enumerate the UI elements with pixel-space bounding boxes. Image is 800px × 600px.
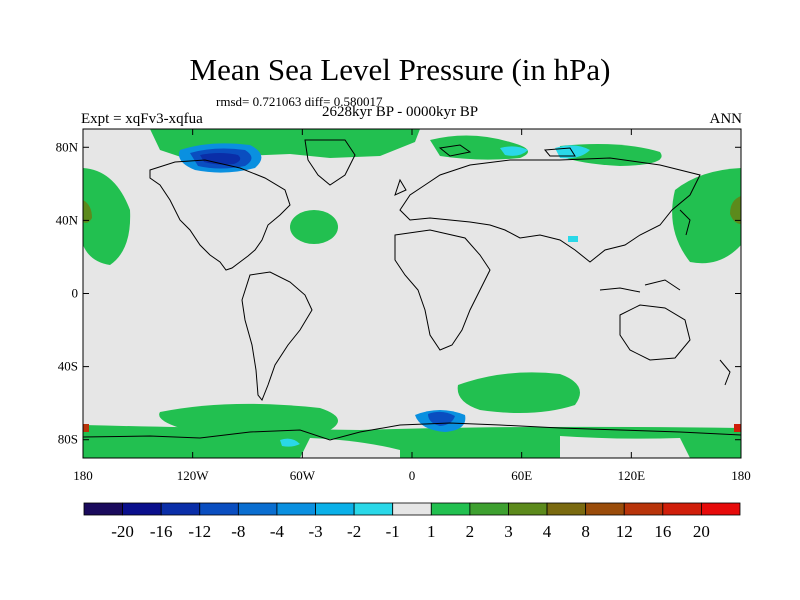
colorbar-swatch xyxy=(122,502,162,516)
lon-tick-label: 0 xyxy=(409,468,416,483)
colorbar-swatch xyxy=(315,502,355,516)
stats-text: rmsd= 0.721063 diff= 0.580017 xyxy=(216,94,383,109)
colorbar-label: -12 xyxy=(188,522,211,541)
colorbar-swatch xyxy=(199,502,239,516)
uk-coast xyxy=(394,178,407,196)
dateline-red-spot xyxy=(734,424,741,432)
colorbar-swatch xyxy=(701,502,741,516)
south-pacific-high xyxy=(159,403,338,434)
colorbar-label: 8 xyxy=(581,522,590,541)
antarctic-gap xyxy=(300,438,400,458)
greenland-coast xyxy=(304,139,356,186)
season-label: ANN xyxy=(709,111,743,127)
lat-tick-label: 40S xyxy=(58,359,78,374)
north-america-coast xyxy=(149,159,291,271)
colorbar-swatch xyxy=(83,502,123,516)
map-background xyxy=(83,129,741,458)
australia-coast xyxy=(619,304,691,361)
colorbar-swatch xyxy=(469,502,509,516)
colorbar-swatch xyxy=(585,502,625,516)
colorbar-swatch xyxy=(160,502,201,516)
latitude-axis: 80N 40N 0 40S 80S xyxy=(56,139,741,447)
lon-tick-label: 180 xyxy=(731,468,751,483)
north-atlantic-high xyxy=(290,210,338,244)
coastlines xyxy=(83,139,741,441)
colorbar-swatch xyxy=(546,502,587,516)
weddell-low-core xyxy=(428,411,455,426)
north-pacific-core-east xyxy=(730,196,741,224)
north-pacific-high-east xyxy=(672,168,741,264)
antarctic-gap-east xyxy=(560,436,690,458)
eurasia-coast xyxy=(399,157,701,263)
map-title: Mean Sea Level Pressure (in hPa) xyxy=(189,52,611,87)
indonesia-coast xyxy=(599,287,641,293)
colorbar: -20 -16 -12 -8 -4 -3 -2 -1 1 2 3 4 8 12 16 20 xyxy=(83,502,741,541)
colorbar-label: -16 xyxy=(150,522,173,541)
ross-small-low xyxy=(280,438,300,447)
colorbar-label: 3 xyxy=(504,522,513,541)
japan-coast xyxy=(679,209,691,236)
new-zealand-coast xyxy=(719,359,731,386)
colorbar-label: 12 xyxy=(616,522,633,541)
colorbar-label: -2 xyxy=(347,522,361,541)
colorbar-label: -20 xyxy=(111,522,134,541)
colorbar-swatch xyxy=(508,502,548,516)
lon-tick-label: 60E xyxy=(511,468,532,483)
colorbar-label: -4 xyxy=(270,522,285,541)
colorbar-label: -1 xyxy=(386,522,400,541)
lat-tick-label: 80S xyxy=(58,432,78,447)
lon-tick-label: 180 xyxy=(73,468,93,483)
north-pacific-core-west xyxy=(83,200,92,223)
antarctica-coast xyxy=(83,422,741,441)
north-pacific-high-west xyxy=(83,168,131,265)
south-indian-high xyxy=(457,372,580,414)
arctic-low-core xyxy=(200,153,241,165)
colorbar-label: 20 xyxy=(693,522,710,541)
colorbar-swatch xyxy=(353,502,394,516)
novaya-zemlya-coast xyxy=(543,147,576,157)
lon-tick-label: 120W xyxy=(177,468,210,483)
arctic-small-low xyxy=(500,146,528,156)
colorbar-label: 4 xyxy=(543,522,552,541)
colorbar-swatch xyxy=(237,502,278,516)
colorbar-label: 16 xyxy=(654,522,671,541)
dateline-red-spot-west xyxy=(83,424,89,432)
colorbar-label: 2 xyxy=(466,522,475,541)
lon-tick-label: 120E xyxy=(618,468,646,483)
experiment-label: Expt = xqFv3-xqfua xyxy=(81,111,203,127)
colorbar-swatch xyxy=(392,502,432,516)
africa-coast xyxy=(394,229,491,351)
lat-tick-label: 80N xyxy=(56,139,79,154)
lon-tick-label: 60W xyxy=(290,468,316,483)
colorbar-swatch xyxy=(623,502,664,516)
colorbar-swatch xyxy=(662,502,702,516)
lat-tick-label: 0 xyxy=(72,286,79,301)
anomaly-fields xyxy=(83,129,741,458)
south-america-coast xyxy=(241,271,313,401)
colorbar-label: 1 xyxy=(427,522,436,541)
svalbard-coast xyxy=(438,144,472,157)
colorbar-label: -3 xyxy=(308,522,322,541)
colorbar-swatch xyxy=(276,502,316,516)
longitude-axis: 180 120W 60W 0 60E 120E 180 xyxy=(73,129,751,483)
colorbar-swatch xyxy=(430,502,471,516)
colorbar-label: -8 xyxy=(231,522,245,541)
lat-tick-label: 40N xyxy=(56,212,79,227)
period-label: 2628kyr BP - 0000kyr BP xyxy=(322,104,479,120)
arctic-green-patch xyxy=(430,135,528,160)
asia-small-low xyxy=(568,236,578,242)
new-guinea-coast xyxy=(644,279,681,291)
